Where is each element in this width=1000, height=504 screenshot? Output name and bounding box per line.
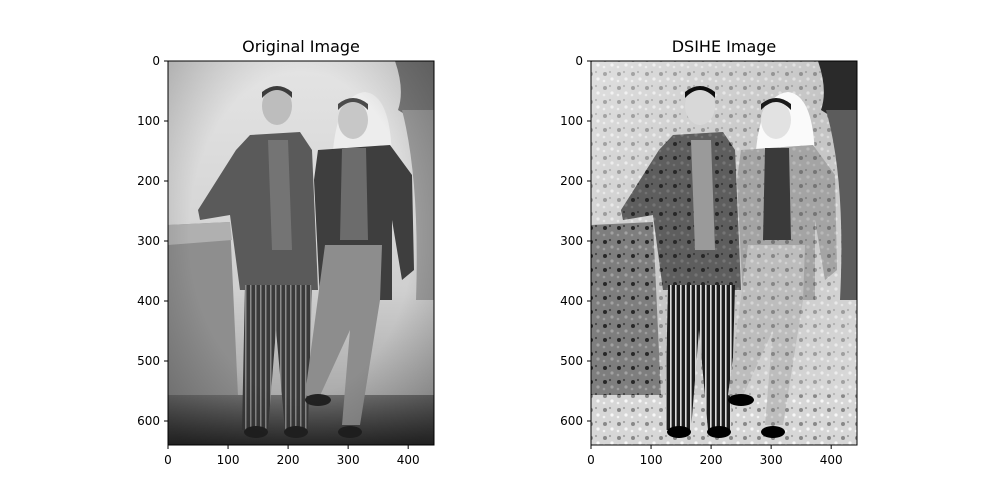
x-tick-label: 200: [277, 453, 300, 467]
y-tick-label: 300: [560, 234, 583, 248]
x-tick-label: 0: [587, 453, 595, 467]
y-tick-label: 0: [152, 54, 160, 68]
axes-frame: [167, 60, 435, 446]
y-tick-label: 100: [137, 114, 160, 128]
y-tick-label: 200: [560, 174, 583, 188]
dsihe-photo: [591, 61, 857, 445]
panel-original: Original Image: [137, 37, 435, 467]
y-tick-label: 500: [137, 354, 160, 368]
x-tick-label: 300: [760, 453, 783, 467]
panel-title: Original Image: [242, 37, 360, 56]
y-tick-label: 400: [137, 294, 160, 308]
y-tick-label: 600: [137, 414, 160, 428]
y-tick-label: 0: [575, 54, 583, 68]
tick-group-dsihe: 0 100 200 300 400 0 100 200 300 400 500 600: [560, 54, 843, 467]
y-tick-label: 300: [137, 234, 160, 248]
x-tick-label: 0: [164, 453, 172, 467]
axes-frame: [590, 60, 858, 446]
y-tick-label: 600: [560, 414, 583, 428]
y-tick-label: 400: [560, 294, 583, 308]
panel-dsihe: DSIHE Image: [560, 37, 858, 467]
tick-group-original: 0 100 200 300 400 0 100 200 300 400 500 600: [137, 54, 420, 467]
x-tick-label: 400: [820, 453, 843, 467]
y-tick-label: 100: [560, 114, 583, 128]
panel-title: DSIHE Image: [672, 37, 777, 56]
original-photo: [168, 61, 434, 445]
y-tick-label: 500: [560, 354, 583, 368]
x-tick-label: 200: [700, 453, 723, 467]
x-tick-label: 100: [217, 453, 240, 467]
x-tick-label: 300: [337, 453, 360, 467]
x-tick-label: 400: [397, 453, 420, 467]
x-tick-label: 100: [640, 453, 663, 467]
y-tick-label: 200: [137, 174, 160, 188]
